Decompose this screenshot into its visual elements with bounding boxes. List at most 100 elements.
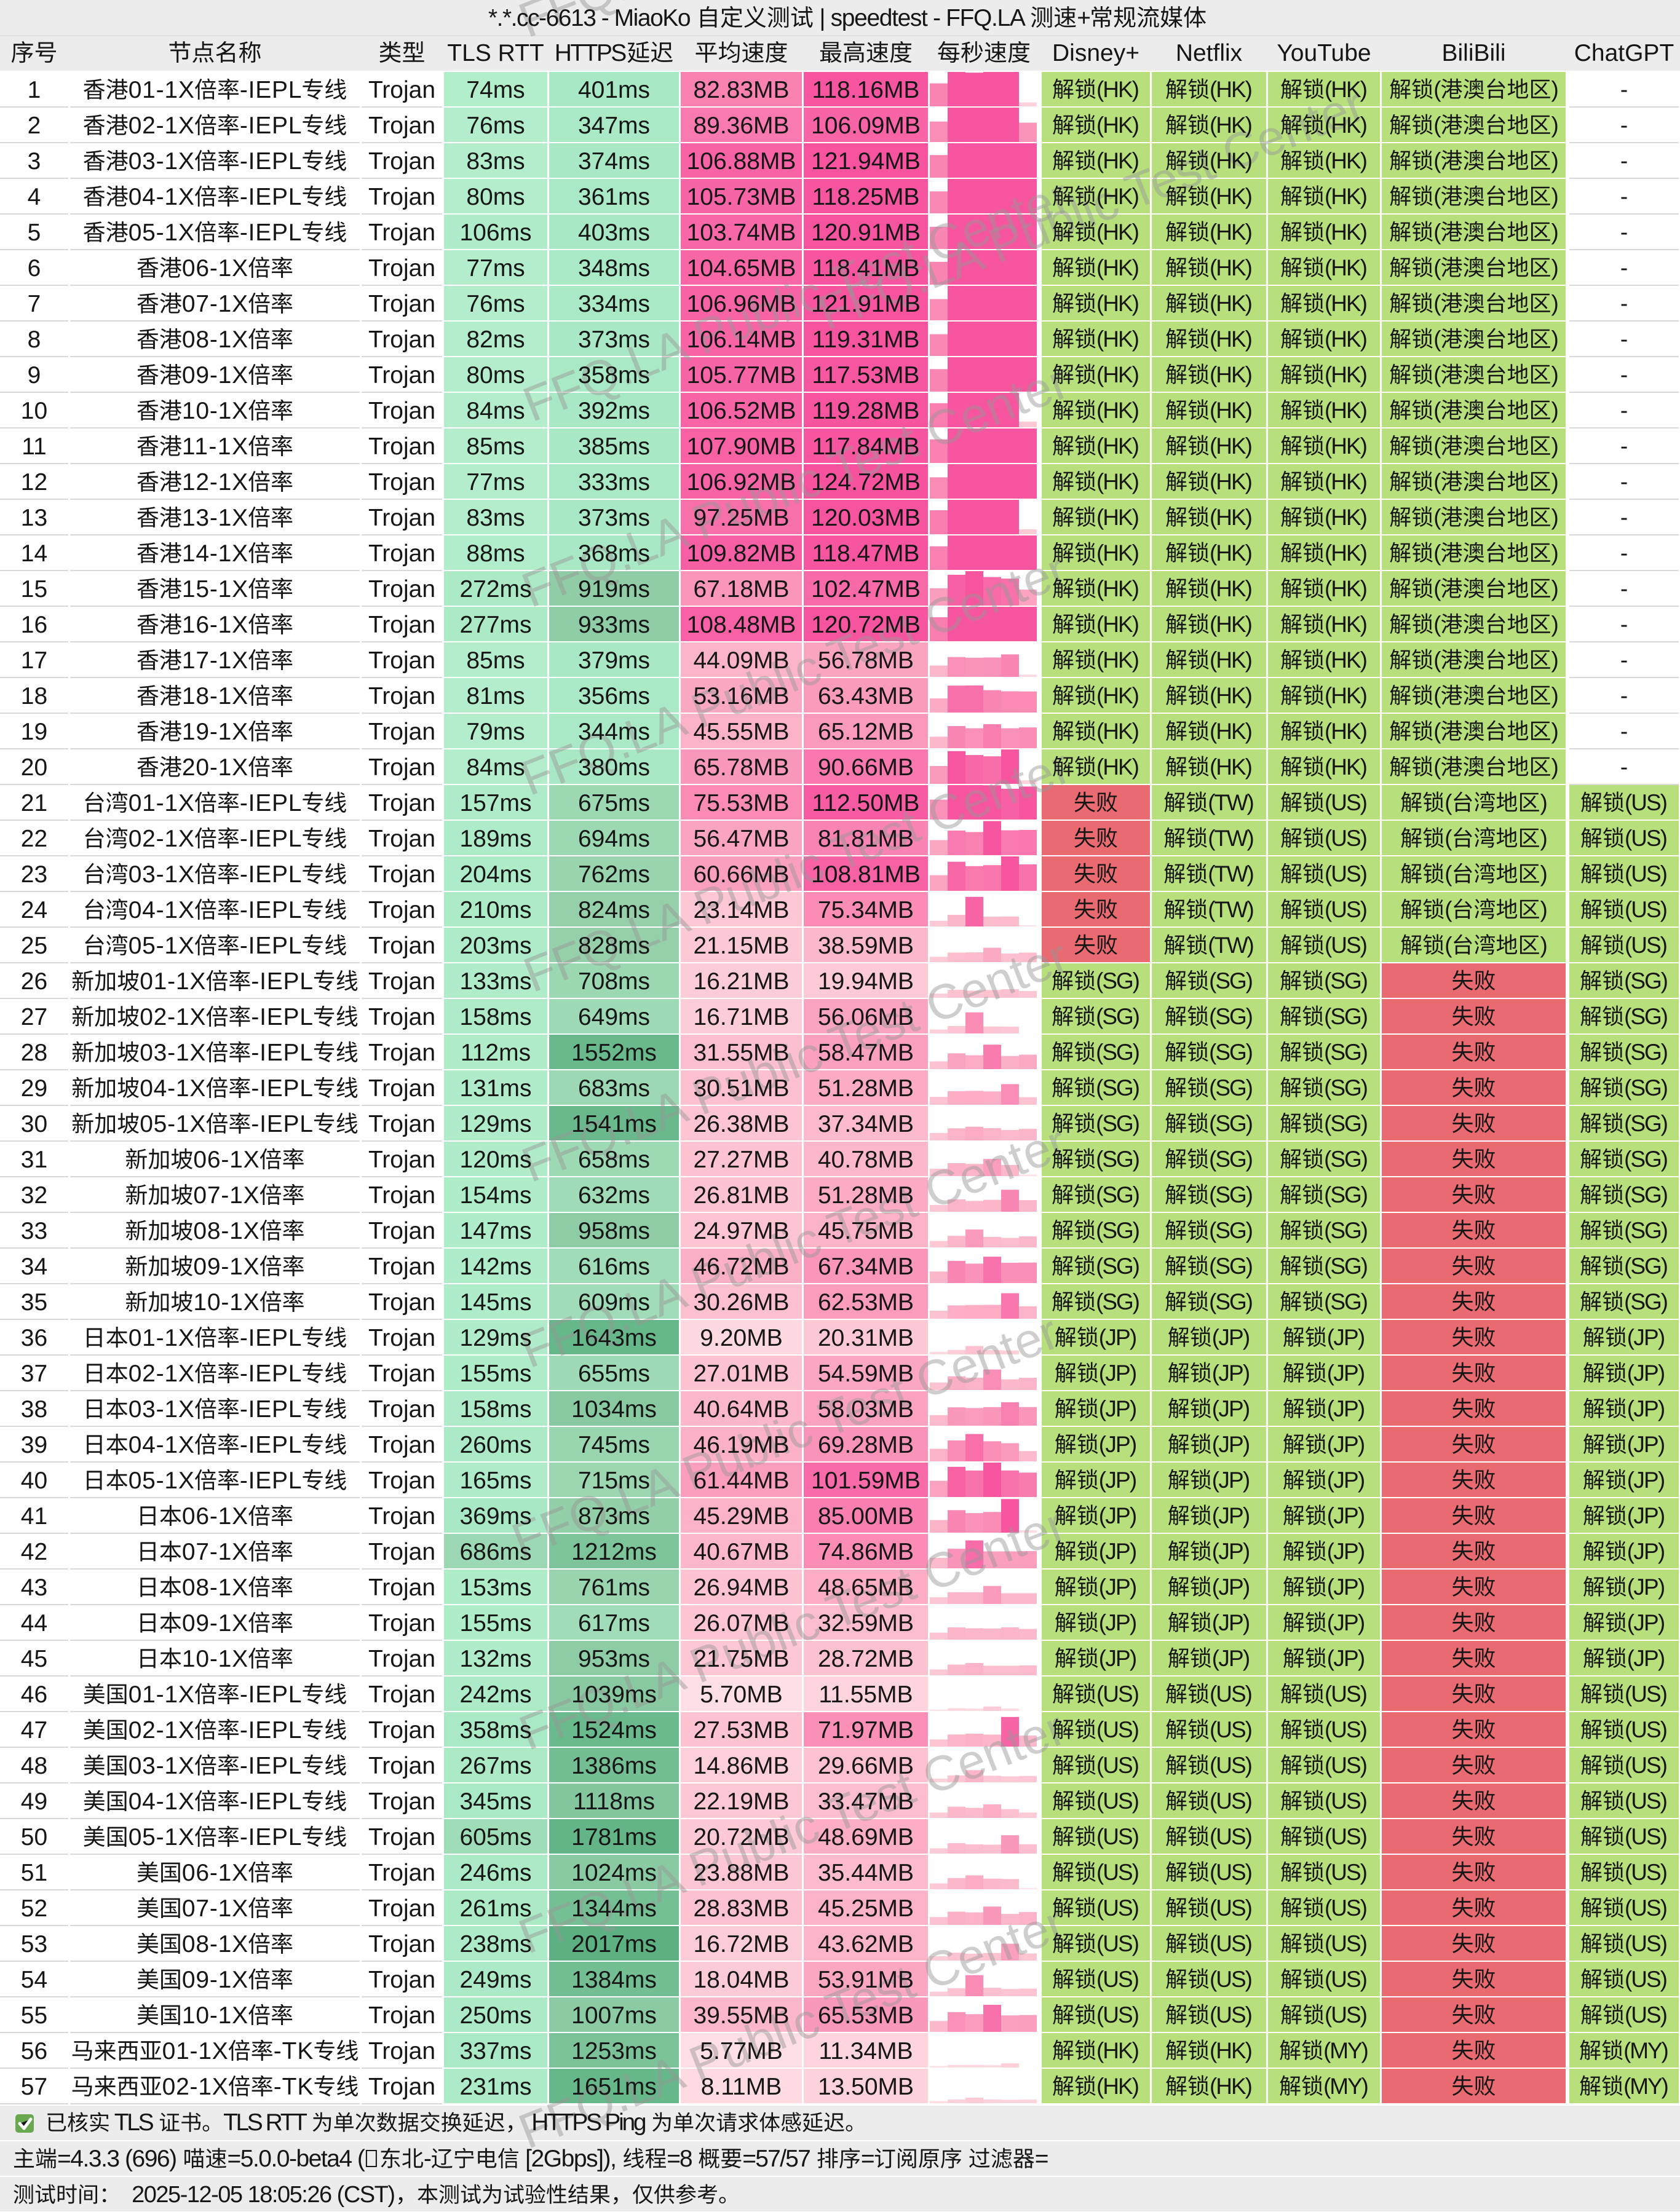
svg-text:(US): (US) xyxy=(1625,2002,1668,2028)
svg-text:(JP): (JP) xyxy=(1627,1503,1665,1528)
svg-text:(US): (US) xyxy=(1625,790,1668,815)
svg-text:(JP): (JP) xyxy=(1327,1325,1365,1350)
svg-text:41: 41 xyxy=(21,1503,47,1530)
svg-text:(JP): (JP) xyxy=(1099,1361,1137,1386)
svg-text:(SG): (SG) xyxy=(1624,1182,1668,1207)
svg-text:(HK): (HK) xyxy=(1210,433,1253,459)
svg-text:121.94MB: 121.94MB xyxy=(811,148,921,175)
svg-text:605ms: 605ms xyxy=(459,1824,531,1851)
svg-text:(SG): (SG) xyxy=(1096,1004,1140,1029)
svg-text:16.21MB: 16.21MB xyxy=(693,968,789,995)
svg-text:(: ( xyxy=(1444,861,1452,887)
svg-text:08-1X: 08-1X xyxy=(182,326,248,353)
svg-text:53.91MB: 53.91MB xyxy=(818,1967,914,1993)
svg-text:(US): (US) xyxy=(1325,1753,1368,1778)
svg-text:): ) xyxy=(1551,255,1559,280)
svg-text:28.83MB: 28.83MB xyxy=(693,1895,789,1922)
svg-text:-: - xyxy=(1620,398,1628,423)
svg-text:03-1X: 03-1X xyxy=(129,148,194,175)
svg-text:-IEPL: -IEPL xyxy=(240,1753,302,1779)
svg-text:(HK): (HK) xyxy=(1096,113,1139,138)
svg-text:708ms: 708ms xyxy=(578,968,650,995)
svg-text:(HK): (HK) xyxy=(1210,576,1253,601)
svg-text:): ) xyxy=(1551,683,1559,708)
svg-text:(US): (US) xyxy=(1096,1824,1139,1849)
svg-text:62.53MB: 62.53MB xyxy=(818,1289,914,1316)
svg-text:-IEPL: -IEPL xyxy=(240,897,302,923)
svg-text:9.20MB: 9.20MB xyxy=(700,1325,782,1351)
svg-text:(MY): (MY) xyxy=(1623,2074,1669,2099)
svg-text:13: 13 xyxy=(21,505,47,531)
svg-text:Trojan: Trojan xyxy=(368,77,435,103)
svg-text:-: - xyxy=(1620,576,1628,601)
svg-text:(HK): (HK) xyxy=(1325,113,1368,138)
svg-text:51.28MB: 51.28MB xyxy=(818,1182,914,1209)
svg-text:683ms: 683ms xyxy=(578,1075,650,1102)
svg-text:(SG): (SG) xyxy=(1324,1040,1368,1065)
svg-text:67.18MB: 67.18MB xyxy=(693,576,789,602)
svg-text:48.65MB: 48.65MB xyxy=(818,1574,914,1601)
svg-text:(SG): (SG) xyxy=(1096,1147,1140,1172)
svg-text:37.34MB: 37.34MB xyxy=(818,1111,914,1137)
svg-text:Netflix: Netflix xyxy=(1176,40,1243,66)
svg-text:32.59MB: 32.59MB xyxy=(818,1610,914,1637)
svg-text:(: ( xyxy=(1444,897,1452,922)
svg-text:Trojan: Trojan xyxy=(368,1004,435,1030)
svg-text:05-1X: 05-1X xyxy=(129,219,194,246)
svg-text:1253ms: 1253ms xyxy=(571,2038,657,2064)
svg-text:609ms: 609ms xyxy=(578,1289,650,1316)
svg-text:11: 11 xyxy=(22,433,47,460)
svg-text:20: 20 xyxy=(21,754,47,781)
svg-text:Trojan: Trojan xyxy=(368,2038,435,2064)
svg-text:272ms: 272ms xyxy=(459,576,531,602)
svg-text:74ms: 74ms xyxy=(466,77,525,103)
svg-text:(US): (US) xyxy=(1625,1788,1668,1814)
svg-text:(: ( xyxy=(1444,790,1452,815)
svg-text:(SG): (SG) xyxy=(1324,1111,1368,1136)
svg-text:Trojan: Trojan xyxy=(368,861,435,888)
svg-text:(HK): (HK) xyxy=(1325,184,1368,209)
svg-text:23.88MB: 23.88MB xyxy=(693,1860,789,1886)
svg-text:52: 52 xyxy=(21,1895,47,1922)
svg-text:54.59MB: 54.59MB xyxy=(818,1361,914,1387)
svg-text:401ms: 401ms xyxy=(578,77,650,103)
svg-text:1039ms: 1039ms xyxy=(571,1681,657,1708)
svg-text:Trojan: Trojan xyxy=(368,1218,435,1244)
svg-text:Trojan: Trojan xyxy=(368,1432,435,1458)
svg-text:12: 12 xyxy=(21,469,47,496)
svg-text:(US): (US) xyxy=(1210,1860,1253,1885)
svg-text:1552ms: 1552ms xyxy=(571,1040,657,1066)
svg-text:-: - xyxy=(1620,219,1628,245)
svg-text:45.29MB: 45.29MB xyxy=(693,1503,789,1530)
svg-text:(: ( xyxy=(1433,291,1441,316)
svg-text:65.53MB: 65.53MB xyxy=(818,2002,914,2029)
svg-text:(: ( xyxy=(1433,505,1441,530)
svg-text:(JP): (JP) xyxy=(1212,1539,1250,1564)
svg-text:19-1X: 19-1X xyxy=(182,719,248,745)
svg-text:26: 26 xyxy=(21,968,47,995)
svg-text:-: - xyxy=(1620,148,1628,173)
svg-text:76ms: 76ms xyxy=(466,113,525,139)
svg-text:(SG): (SG) xyxy=(1324,1004,1368,1029)
svg-text:(SG): (SG) xyxy=(1624,1218,1668,1243)
svg-text:63.43MB: 63.43MB xyxy=(818,683,914,709)
svg-text:(JP): (JP) xyxy=(1212,1646,1250,1671)
svg-text:-IEPL: -IEPL xyxy=(251,1040,313,1066)
svg-text:44: 44 xyxy=(21,1610,47,1637)
svg-text:76ms: 76ms xyxy=(466,291,525,317)
svg-text:11.55MB: 11.55MB xyxy=(818,1681,913,1708)
svg-text:26.38MB: 26.38MB xyxy=(693,1111,789,1137)
svg-text:(SG): (SG) xyxy=(1096,1289,1140,1314)
svg-text:Trojan: Trojan xyxy=(368,612,435,638)
svg-text:HTTPS: HTTPS xyxy=(555,40,627,66)
svg-text:32: 32 xyxy=(21,1182,47,1209)
svg-text:75.53MB: 75.53MB xyxy=(693,790,789,816)
svg-text:(US): (US) xyxy=(1210,1824,1253,1849)
svg-text:(HK): (HK) xyxy=(1325,540,1368,566)
svg-text:YouTube: YouTube xyxy=(1277,40,1371,66)
svg-text:649ms: 649ms xyxy=(578,1004,650,1030)
svg-text:(HK): (HK) xyxy=(1096,184,1139,209)
svg-text:616ms: 616ms xyxy=(578,1254,650,1280)
svg-text:(TW): (TW) xyxy=(1208,790,1254,815)
svg-text:05-1X: 05-1X xyxy=(140,1111,205,1137)
